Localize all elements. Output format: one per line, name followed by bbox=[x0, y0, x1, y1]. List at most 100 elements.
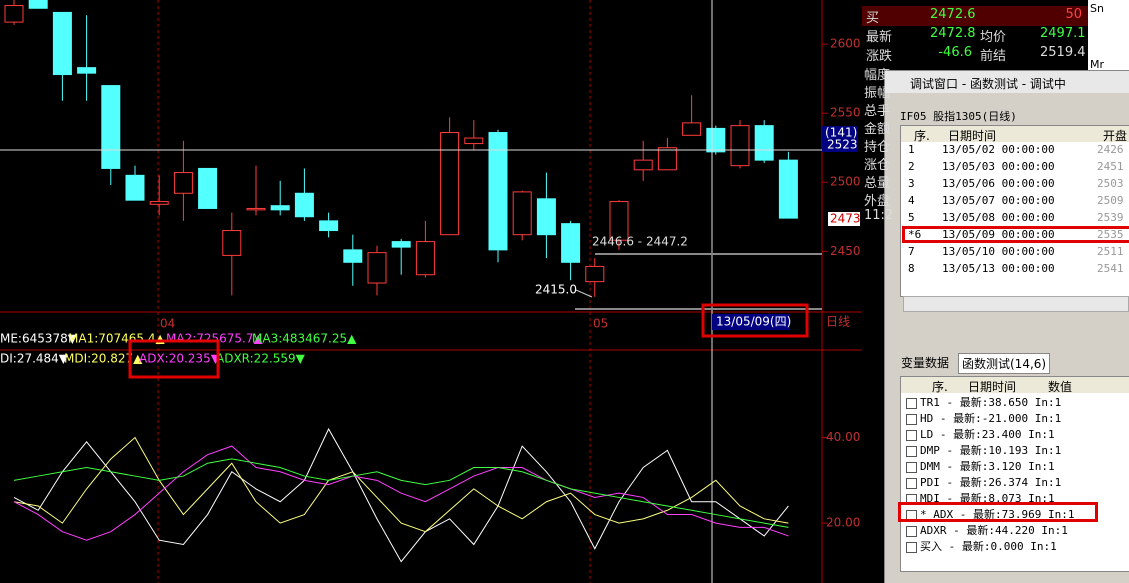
table-cell: 13/05/02 00:00:00 bbox=[942, 143, 1055, 156]
table-header: IF05 股指1305(日线) bbox=[900, 110, 1017, 123]
candle-body bbox=[561, 223, 581, 263]
table-head bbox=[901, 377, 1129, 393]
indicator-legend: MDI:20.827▲ bbox=[64, 352, 143, 366]
quote-label: 总量 bbox=[864, 176, 891, 191]
x-tick-label: 05 bbox=[593, 317, 608, 331]
quote-label: 金额 bbox=[864, 122, 891, 137]
table-cell: 13/05/10 00:00:00 bbox=[942, 245, 1055, 258]
expand-icon bbox=[906, 430, 917, 441]
table-cell: 2509 bbox=[1097, 194, 1124, 207]
candle-body bbox=[367, 252, 387, 284]
quote-cell: 50 bbox=[1065, 7, 1082, 22]
candle-body bbox=[706, 127, 726, 153]
chart: 2450 2500 2550 2600 2446.6 - 2447.2 2415.0 (14… bbox=[0, 0, 862, 583]
candle-body bbox=[730, 125, 750, 167]
variable-row: ADXR - 最新:44.220 In:1 bbox=[920, 524, 1068, 537]
side-panel bbox=[1088, 0, 1129, 70]
variable-row: LD - 最新:23.400 In:1 bbox=[920, 428, 1055, 441]
candle-body bbox=[52, 11, 72, 76]
indicator-legend: ADX:20.235▼ bbox=[139, 352, 221, 366]
y-tick-label: 2500 bbox=[830, 175, 861, 189]
annotation: 2415.0 bbox=[535, 283, 577, 297]
candle-body bbox=[536, 198, 556, 236]
candle-body bbox=[173, 172, 193, 194]
column-header: 日期时间 bbox=[968, 380, 1017, 394]
last-price-tag bbox=[828, 212, 860, 226]
table-cell: 2541 bbox=[1097, 262, 1124, 275]
table bbox=[900, 125, 1129, 297]
last-price-text: 2473 bbox=[830, 212, 861, 226]
variable-row: DMM - 最新:3.120 In:1 bbox=[920, 460, 1055, 473]
price-tag-text: 2523 bbox=[827, 138, 858, 152]
candle-body bbox=[682, 122, 702, 136]
table-cell: 2451 bbox=[1097, 160, 1124, 173]
window-title: 调试窗口 - 函数测试 - 调试中 bbox=[910, 77, 1066, 91]
table-cell: 7 bbox=[908, 245, 915, 258]
indicator-legend: DI:27.484▼ bbox=[0, 352, 69, 366]
side-label: Mr bbox=[1090, 58, 1105, 71]
candle-body bbox=[343, 249, 363, 263]
expand-icon bbox=[906, 526, 917, 537]
candle-body bbox=[415, 241, 435, 276]
candle-body bbox=[270, 205, 290, 211]
x-tick-label: 04 bbox=[160, 317, 175, 331]
table-cell: 13/05/07 00:00:00 bbox=[942, 194, 1055, 207]
y-tick-label: 2600 bbox=[830, 37, 861, 51]
candle-body bbox=[149, 201, 169, 205]
tab[interactable]: 函数测试(14,6) bbox=[958, 353, 1051, 374]
tab[interactable]: 变量数据 bbox=[901, 356, 950, 370]
y-tick-label: 2550 bbox=[830, 106, 861, 120]
quote-label: 幅度 bbox=[864, 68, 891, 83]
expand-icon bbox=[906, 414, 917, 425]
table-cell: 13/05/13 00:00:00 bbox=[942, 262, 1055, 275]
title-bar bbox=[885, 71, 1129, 93]
annotation-line bbox=[575, 289, 593, 298]
table-cell: 2 bbox=[908, 160, 915, 173]
highlight-box bbox=[902, 226, 1129, 243]
highlight-box bbox=[701, 303, 809, 338]
ma-legend: MA1:707465.4▲ bbox=[68, 332, 165, 346]
quote-cell: 均价 bbox=[980, 30, 1007, 45]
quote-cell: -46.6 bbox=[938, 45, 972, 60]
quote-label: 持仓 bbox=[864, 140, 891, 155]
indicator-line bbox=[13, 436, 789, 533]
quote-cell: 2472.8 bbox=[930, 26, 976, 41]
price-tag-text: (141) bbox=[825, 126, 857, 140]
table-cell: 4 bbox=[908, 194, 915, 207]
quote-cell: 最新 bbox=[866, 30, 893, 45]
quote-cell: 涨跌 bbox=[866, 49, 893, 64]
candle-body bbox=[77, 67, 97, 74]
candle-body bbox=[488, 132, 508, 251]
candle-body bbox=[754, 125, 774, 161]
column-header: 序. bbox=[932, 380, 948, 394]
table-cell: 3 bbox=[908, 177, 915, 190]
candle-body bbox=[609, 201, 629, 241]
table-cell: 2503 bbox=[1097, 177, 1124, 190]
candle-body bbox=[633, 159, 653, 171]
ma-legend: ME:645378▼ bbox=[0, 332, 78, 346]
candle-body bbox=[246, 207, 266, 211]
candle-body bbox=[319, 220, 339, 232]
side-label: Sn bbox=[1090, 2, 1104, 15]
ma-legend: MA3:483467.25▲ bbox=[252, 332, 357, 346]
table-head bbox=[901, 126, 1129, 142]
candle-body bbox=[294, 192, 314, 218]
quote-label: 11:2 bbox=[864, 208, 894, 223]
variable-row: PDI - 最新:26.374 In:1 bbox=[920, 476, 1062, 489]
column-header: 日期时间 bbox=[948, 129, 997, 143]
table-cell: *6 bbox=[908, 228, 922, 241]
table-cell: 2539 bbox=[1097, 211, 1124, 224]
candle-body bbox=[778, 159, 798, 219]
quote-label: 涨仓 bbox=[864, 158, 891, 173]
indicator-line bbox=[13, 445, 789, 541]
expand-icon bbox=[906, 398, 917, 409]
scrollbar bbox=[903, 296, 1129, 312]
table-cell: 13/05/09 00:00:00 bbox=[942, 228, 1055, 241]
variable-row: TR1 - 最新:38.650 In:1 bbox=[920, 396, 1062, 409]
candle-body bbox=[585, 265, 605, 283]
quote-label: 振幅 bbox=[864, 86, 891, 101]
quote-cell: 2519.4 bbox=[1040, 45, 1086, 60]
variable-row: HD - 最新:-21.000 In:1 bbox=[920, 412, 1062, 425]
table-cell: 13/05/08 00:00:00 bbox=[942, 211, 1055, 224]
highlight-box bbox=[128, 339, 220, 379]
